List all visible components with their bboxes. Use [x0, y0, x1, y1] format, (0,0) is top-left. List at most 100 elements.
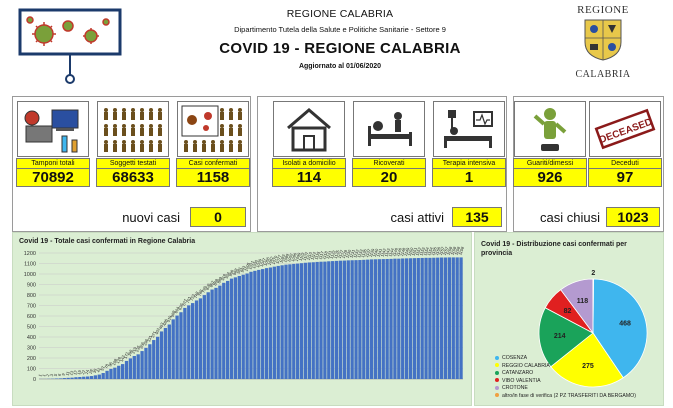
bar	[70, 377, 74, 379]
bar-data-label: 677	[181, 298, 188, 307]
stat-label: Soggetti testati	[96, 158, 170, 169]
bar	[253, 270, 257, 379]
bar-data-label: 1148	[399, 246, 407, 257]
y-tick-label: 800	[27, 293, 36, 299]
bar-data-label: 1056	[263, 256, 271, 267]
bar-data-label: 1077	[274, 253, 282, 264]
legend-swatch	[495, 385, 499, 390]
coat-of-arms-icon	[584, 19, 622, 61]
legend-label: COSENZA	[502, 355, 528, 361]
nuovi-casi-value: 0	[190, 207, 246, 227]
bar	[136, 354, 140, 379]
virus-banner-icon	[18, 8, 122, 84]
stat-label: Terapia intensiva	[432, 158, 506, 169]
y-tick-label: 400	[27, 335, 36, 341]
bar-data-label: 1125	[333, 249, 341, 260]
bar-data-label: 799	[201, 285, 208, 294]
bar-data-label: 142	[119, 354, 126, 363]
legend-entry: COSENZA	[495, 355, 527, 361]
bar	[342, 260, 347, 379]
bar-data-label: 916	[220, 272, 227, 281]
bar	[284, 264, 288, 379]
bar-data-label: 1096	[290, 251, 298, 262]
bar-data-label: 331	[146, 334, 153, 343]
bar	[210, 289, 214, 379]
y-tick-label: 1000	[24, 272, 36, 278]
bar	[362, 259, 366, 379]
bar-data-label: 24	[84, 368, 90, 375]
bar-data-label: 934	[224, 271, 231, 280]
bar-data-label: 868	[212, 277, 219, 286]
legend-swatch	[495, 355, 499, 360]
bar-data-label: 1158	[446, 245, 454, 256]
bar-data-label: 993	[239, 264, 246, 273]
casi-attivi-label: casi attivi	[390, 210, 444, 225]
stat-ricoverati: Ricoverati 20	[352, 101, 426, 187]
bar-data-label: 852	[208, 279, 215, 288]
region-title: REGIONE CALABRIA	[286, 8, 394, 20]
bar-data-label: 604	[173, 305, 180, 314]
bar	[292, 263, 296, 379]
bar	[226, 280, 230, 379]
stat-label: Ricoverati	[352, 158, 426, 169]
bar-data-label: 196	[127, 348, 134, 357]
bar-data-label: 1047	[259, 257, 267, 268]
stat-value: 97	[588, 169, 662, 187]
bar	[303, 262, 308, 379]
bar-data-label: 1139	[368, 247, 376, 258]
bar	[175, 315, 179, 379]
bar	[432, 257, 436, 379]
bar-data-label: 1149	[403, 246, 411, 257]
bar-data-label: 266	[138, 341, 145, 350]
bar	[264, 268, 269, 379]
bar-data-label: 78	[103, 363, 109, 370]
covid-banner-logo	[16, 6, 124, 86]
bar-data-label: 2	[45, 373, 51, 378]
y-tick-label: 600	[27, 314, 36, 320]
stat-deceduti: DECEASED Deceduti 97	[588, 101, 662, 187]
bar	[167, 324, 171, 379]
bar-data-label: 3	[49, 372, 55, 377]
pie-data-label: 275	[582, 363, 594, 370]
casi-chiusi-label: casi chiusi	[540, 210, 600, 225]
bar	[327, 261, 331, 379]
bar-data-label: 1118	[321, 250, 329, 260]
bar	[331, 261, 335, 379]
bar-data-label: 568	[169, 309, 176, 318]
bar	[113, 367, 117, 379]
stat-terapia-intensiva: Terapia intensiva 1	[432, 101, 506, 187]
bar	[447, 257, 452, 379]
bar-data-label: 1	[41, 373, 47, 378]
legend-swatch	[495, 370, 499, 375]
bar-data-label: 11	[64, 370, 70, 376]
pie-data-label: 214	[554, 333, 566, 340]
bar-data-label: 1127	[337, 248, 345, 259]
stat-value: 1158	[176, 169, 250, 187]
pie-data-label: 468	[619, 320, 631, 327]
bar-data-label: 1157	[438, 245, 446, 256]
bar-data-label: 1151	[411, 246, 419, 257]
bar	[366, 259, 370, 379]
bar	[109, 368, 113, 379]
bar	[276, 265, 280, 379]
people-group-icon	[97, 101, 169, 157]
bar-data-label: 172	[123, 351, 130, 360]
legend-entry: altro/in fase di verifica (2 PZ TRASFERI…	[495, 393, 636, 399]
bar-data-label: 1155	[430, 246, 438, 257]
bar-data-label: 826	[204, 282, 211, 291]
bar-chart: 0 100 200 300 400 500 600 700 800 900 1000 1100 1200…	[24, 245, 465, 383]
bar	[249, 271, 253, 379]
lab-test-icon	[17, 101, 89, 157]
stat-tamponi: Tamponi totali 70892	[16, 101, 90, 187]
bar	[105, 370, 109, 379]
bar	[159, 331, 164, 379]
bar	[97, 374, 101, 379]
bar	[120, 364, 125, 379]
stat-label: Isolati a domicilio	[272, 158, 346, 169]
bar-data-label: 453	[158, 321, 165, 330]
bar-data-label: 296	[142, 338, 149, 347]
bar-data-label: 17	[72, 369, 78, 376]
bar-data-label: 1158	[453, 245, 461, 256]
bar-data-label: 956	[228, 268, 235, 277]
bar-data-label: 1021	[247, 259, 255, 270]
